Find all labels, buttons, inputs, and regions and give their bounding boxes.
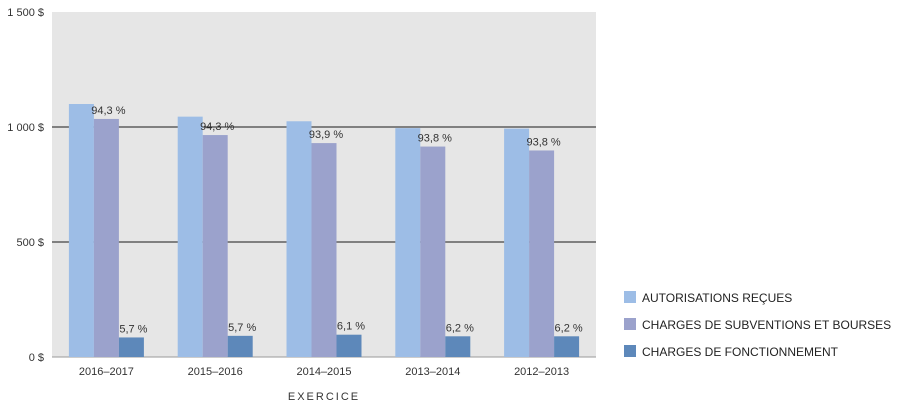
y-tick-label: 1 000 $ bbox=[7, 122, 44, 134]
x-tick-label: 2015–2016 bbox=[188, 366, 243, 378]
data-label: 93,9 % bbox=[309, 129, 343, 141]
bar bbox=[395, 128, 421, 357]
y-tick-label: 1 500 $ bbox=[7, 7, 44, 19]
data-label: 5,7 % bbox=[228, 322, 256, 334]
bar bbox=[529, 150, 555, 357]
data-label: 6,2 % bbox=[555, 322, 583, 334]
legend-swatch bbox=[624, 318, 636, 330]
bar bbox=[227, 335, 253, 357]
x-tick-label: 2014–2015 bbox=[296, 366, 351, 378]
bar bbox=[93, 118, 119, 357]
data-label: 94,3 % bbox=[91, 105, 125, 117]
bar bbox=[118, 337, 144, 357]
bar bbox=[311, 143, 337, 357]
x-tick-label: 2016–2017 bbox=[79, 366, 134, 378]
data-label: 6,1 % bbox=[337, 321, 365, 333]
data-label: 6,2 % bbox=[446, 322, 474, 334]
bar bbox=[68, 104, 94, 357]
bar bbox=[286, 121, 312, 357]
bar bbox=[504, 128, 530, 357]
x-axis-title: EXERCICE bbox=[288, 391, 360, 403]
legend-label: CHARGES DE FONCTIONNEMENT bbox=[642, 345, 839, 359]
x-tick-label: 2012–2013 bbox=[514, 366, 569, 378]
bar bbox=[336, 334, 362, 357]
bar bbox=[420, 146, 446, 357]
legend-swatch bbox=[624, 291, 636, 303]
y-tick-label: 500 $ bbox=[16, 237, 44, 249]
bar bbox=[554, 336, 580, 357]
legend-swatch bbox=[624, 345, 636, 357]
y-tick-label: 0 $ bbox=[29, 352, 44, 364]
bar bbox=[202, 135, 228, 357]
bar bbox=[177, 116, 203, 358]
data-label: 5,7 % bbox=[119, 323, 147, 335]
bar bbox=[445, 336, 471, 357]
legend-label: CHARGES DE SUBVENTIONS ET BOURSES bbox=[642, 318, 891, 332]
x-tick-label: 2013–2014 bbox=[405, 366, 460, 378]
legend-label: AUTORISATIONS REÇUES bbox=[642, 291, 792, 305]
data-label: 93,8 % bbox=[526, 136, 560, 148]
data-label: 94,3 % bbox=[200, 121, 234, 133]
data-label: 93,8 % bbox=[418, 133, 452, 145]
